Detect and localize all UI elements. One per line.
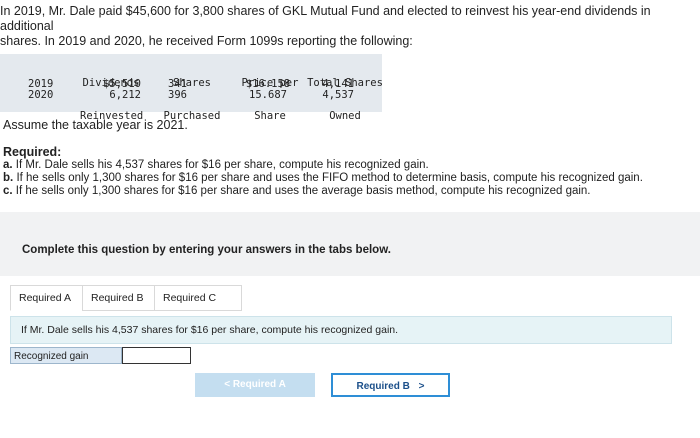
form-1099-table: Dividends Reinvested Shares Purchased Pr… (0, 54, 383, 122)
header-total: Total Shares Owned (307, 77, 383, 122)
required-item-b: b. If he sells only 1,300 shares for $16… (3, 172, 643, 184)
tab-required-c[interactable]: Required C (154, 285, 242, 311)
required-heading: Required: (3, 145, 62, 159)
prev-required-a-button[interactable]: < Required A (195, 373, 315, 397)
instructions-panel: Complete this question by entering your … (0, 212, 700, 276)
recognized-gain-input[interactable] (122, 347, 191, 364)
row-2019-dividends: $5,510 (103, 78, 141, 90)
question-text: If Mr. Dale sells his 4,537 shares for $… (21, 324, 399, 336)
problem-intro: In 2019, Mr. Dale paid $45,600 for 3,800… (0, 4, 700, 49)
row-2020-total: 4,537 (322, 89, 354, 101)
required-item-a: a. If Mr. Dale sells his 4,537 shares fo… (3, 159, 429, 171)
next-button-label: Required B (356, 381, 410, 392)
row-2020-price: 15.687 (249, 89, 287, 101)
row-2020-year: 2020 (28, 89, 54, 101)
required-item-c: c. If he sells only 1,300 shares for $16… (3, 185, 591, 197)
header-dividends: Dividends Reinvested (80, 77, 144, 122)
assumption-text: Assume the taxable year is 2021. (3, 118, 188, 132)
row-2019-total: 4,141 (322, 78, 354, 90)
row-2019-price: $16.158 (245, 78, 291, 90)
next-required-b-button[interactable]: Required B > (331, 373, 450, 397)
row-2020-dividends: 6,212 (109, 89, 141, 101)
header-shares: Shares Purchased (163, 77, 221, 122)
chevron-left-icon: < (224, 379, 231, 390)
row-2019-year: 2019 (28, 78, 54, 90)
prev-button-label: Required A (232, 379, 286, 390)
intro-line-2: shares. In 2019 and 2020, he received Fo… (0, 34, 413, 48)
intro-line-1: In 2019, Mr. Dale paid $45,600 for 3,800… (0, 4, 651, 33)
question-bar: If Mr. Dale sells his 4,537 shares for $… (10, 316, 672, 344)
chevron-right-icon: > (418, 381, 425, 392)
instructions-text: Complete this question by entering your … (22, 244, 391, 256)
row-2020-shares: 396 (168, 89, 187, 101)
recognized-gain-label: Recognized gain (10, 347, 122, 364)
row-2019-shares: 341 (168, 78, 187, 90)
header-price: Price per Share (241, 77, 299, 122)
